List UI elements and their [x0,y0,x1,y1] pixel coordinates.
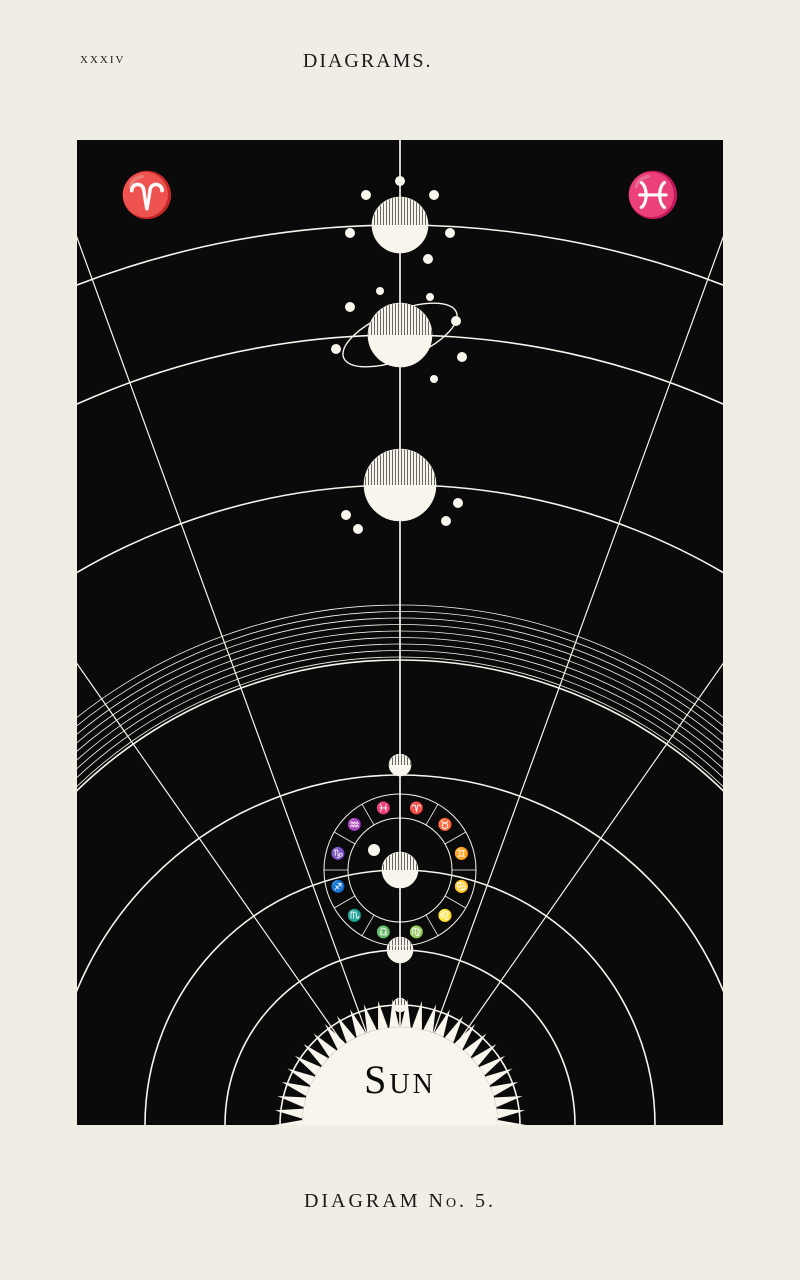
svg-text:♌: ♌ [438,908,453,922]
svg-text:♈: ♈ [120,170,175,220]
diagram-caption: DIAGRAM No. 5. [0,1190,800,1213]
svg-text:♑: ♑ [331,846,346,860]
svg-text:♒: ♒ [347,818,362,832]
svg-text:♏: ♏ [347,908,362,922]
solar-system-diagram: Sun ♈ ♉♊ ♋♌ ♍ ♎ ♏♐ ♑♒ ♓ ♈ ♓ [77,140,723,1125]
svg-text:♎: ♎ [376,925,391,939]
svg-text:♈: ♈ [409,801,424,815]
svg-text:Sun: Sun [364,1057,436,1102]
svg-text:♐: ♐ [331,880,346,894]
svg-text:♋: ♋ [454,880,469,894]
svg-text:♓: ♓ [376,801,391,815]
svg-text:♉: ♉ [438,818,453,832]
svg-text:♊: ♊ [454,846,469,860]
svg-text:♍: ♍ [409,925,424,939]
svg-text:♓: ♓ [626,170,681,220]
page-title: DIAGRAMS. [303,50,433,73]
page-header: xxxiv DIAGRAMS. [0,0,800,73]
page-number: xxxiv [80,50,125,73]
